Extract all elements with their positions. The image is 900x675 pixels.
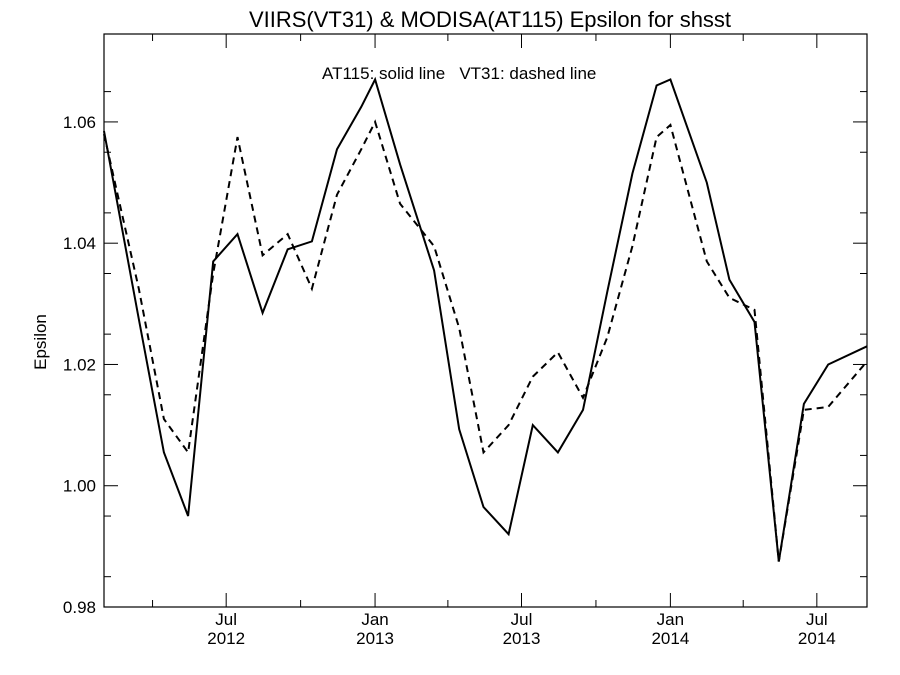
x-tick-label-month: Jul [215, 610, 237, 629]
x-tick-label-month: Jan [657, 610, 684, 629]
x-tick-label-month: Jul [806, 610, 828, 629]
line-style-annotation: AT115: solid line VT31: dashed line [322, 64, 596, 83]
y-tick-label: 1.04 [63, 234, 96, 253]
axis-tick-labels: 0.981.001.021.041.06Jul2012Jan2013Jul201… [63, 113, 836, 648]
y-axis-label: Epsilon [31, 314, 50, 370]
series-line-at115 [103, 76, 868, 562]
y-tick-label: 1.02 [63, 355, 96, 374]
x-tick-label-month: Jan [361, 610, 388, 629]
y-tick-label: 0.98 [63, 598, 96, 617]
series-lines [103, 76, 868, 562]
y-tick-label: 1.06 [63, 113, 96, 132]
y-tick-label: 1.00 [63, 477, 96, 496]
x-tick-label-year: 2013 [356, 629, 394, 648]
x-tick-label-year: 2014 [651, 629, 689, 648]
series-line-vt31 [103, 119, 868, 562]
x-tick-label-month: Jul [511, 610, 533, 629]
plot-frame [103, 33, 868, 608]
x-tick-label-year: 2014 [798, 629, 836, 648]
axis-ticks [104, 34, 867, 608]
x-tick-label-year: 2012 [207, 629, 245, 648]
x-tick-label-year: 2013 [503, 629, 541, 648]
chart-title: VIIRS(VT31) & MODISA(AT115) Epsilon for … [249, 7, 731, 32]
